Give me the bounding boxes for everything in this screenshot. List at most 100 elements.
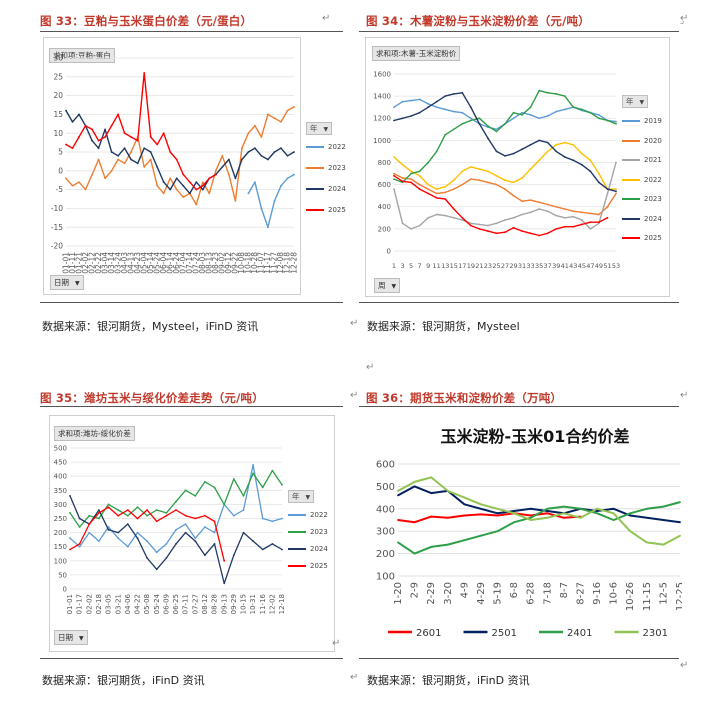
data-point xyxy=(241,158,243,161)
data-point xyxy=(280,184,282,187)
data-point xyxy=(221,154,224,157)
data-point xyxy=(463,503,466,506)
legend-entry: 2025 xyxy=(306,206,346,214)
x-tick-label: 07-14 xyxy=(185,252,194,274)
data-point xyxy=(461,91,464,94)
axis-field-button[interactable]: 日期 ▼ xyxy=(50,275,84,290)
data-point xyxy=(117,509,120,511)
y-tick-label: 200 xyxy=(54,529,67,537)
axis-field-button[interactable]: 日期 ▼ xyxy=(54,630,88,645)
data-point xyxy=(260,154,263,157)
x-tick-label: 25 xyxy=(492,262,500,270)
data-point xyxy=(596,512,598,515)
data-point xyxy=(579,507,582,510)
data-point xyxy=(529,143,532,146)
y-tick-label: 5 xyxy=(58,148,63,157)
y-tick-label: -15 xyxy=(51,223,63,232)
data-point xyxy=(413,481,416,483)
data-point xyxy=(286,109,289,112)
data-point xyxy=(480,507,482,510)
x-tick-label: 08-28 xyxy=(211,594,219,614)
divider xyxy=(359,406,679,407)
data-point xyxy=(201,181,204,184)
legend-swatch xyxy=(622,217,640,220)
data-point xyxy=(146,540,148,542)
data-point xyxy=(546,203,549,206)
x-tick-label: 7 xyxy=(418,262,422,270)
x-tick-label: 3 xyxy=(400,262,404,270)
data-point xyxy=(260,207,263,210)
data-point xyxy=(273,200,276,202)
data-point xyxy=(538,234,541,237)
data-point xyxy=(175,500,177,503)
data-point xyxy=(393,156,395,158)
data-point xyxy=(495,183,498,186)
x-tick-label: 07-27 xyxy=(191,594,199,614)
data-point xyxy=(521,213,523,216)
x-tick-label: 11-15 xyxy=(642,582,653,611)
axis-field-button[interactable]: 周 ▼ xyxy=(374,278,401,293)
fig35-source: 数据来源：银河期货，iFinD 资讯 xyxy=(42,674,205,687)
x-tick-label: 8-7 xyxy=(559,582,570,598)
data-point xyxy=(252,472,255,475)
data-point xyxy=(204,554,206,557)
dropdown-icon: ▼ xyxy=(79,635,84,642)
data-point xyxy=(463,514,466,517)
x-tick-label: 12-08 xyxy=(276,252,285,274)
legend-filter-button[interactable]: 年 ▼ xyxy=(306,122,333,135)
data-point xyxy=(214,169,217,172)
y-tick-label: 400 xyxy=(376,504,395,515)
dropdown-icon: ▼ xyxy=(323,126,329,133)
data-point xyxy=(538,117,541,120)
data-point xyxy=(195,203,198,206)
data-point xyxy=(435,150,438,153)
data-point xyxy=(228,173,230,176)
data-point xyxy=(228,158,230,161)
data-point xyxy=(452,128,455,131)
pivot-field-label[interactable]: 求和项:豆粕-蛋白 xyxy=(49,48,115,63)
legend-label: 2023 xyxy=(328,164,346,172)
data-point xyxy=(529,114,532,116)
data-point xyxy=(529,514,532,517)
legend-swatch xyxy=(288,565,306,567)
legend-swatch xyxy=(288,531,306,533)
data-point xyxy=(463,539,466,542)
data-point xyxy=(495,222,498,225)
data-point xyxy=(469,222,472,225)
x-tick-label: 4-9 xyxy=(459,582,470,598)
data-point xyxy=(487,137,489,140)
pivot-field-label[interactable]: 求和项:潍坊-绥化价差 xyxy=(54,426,135,441)
x-tick-label: 02-18 xyxy=(95,594,103,614)
y-tick-label: 25 xyxy=(53,72,63,81)
x-tick-label: 4-29 xyxy=(476,582,487,605)
series-line-2023 xyxy=(393,89,617,184)
data-point xyxy=(401,180,404,183)
x-tick-label: 12-02 xyxy=(268,594,276,614)
data-point xyxy=(478,117,481,120)
data-point xyxy=(242,531,245,534)
data-point xyxy=(175,528,177,531)
legend-label: 2025 xyxy=(328,206,346,214)
legend-filter-button[interactable]: 年 ▼ xyxy=(622,95,649,108)
data-point xyxy=(418,98,421,101)
data-point xyxy=(512,216,515,219)
data-point xyxy=(487,181,489,184)
divider xyxy=(40,31,343,32)
data-point xyxy=(194,517,197,520)
data-point xyxy=(281,483,283,486)
legend-entry: 2024 xyxy=(288,545,328,553)
data-point xyxy=(126,514,129,517)
data-point xyxy=(679,534,681,537)
data-point xyxy=(162,181,165,184)
data-point xyxy=(69,537,71,540)
y-tick-label: 400 xyxy=(378,203,391,211)
x-tick-label: 09-02 xyxy=(218,252,227,274)
data-point xyxy=(184,489,187,492)
data-point xyxy=(452,216,455,219)
legend-swatch xyxy=(306,209,324,211)
pivot-field-label[interactable]: 求和项:木薯-玉米淀粉价 xyxy=(372,46,461,61)
data-point xyxy=(427,188,430,191)
legend-filter-button[interactable]: 年 ▼ xyxy=(288,490,315,503)
legend-entry: 2025 xyxy=(288,562,328,570)
data-point xyxy=(204,480,206,483)
